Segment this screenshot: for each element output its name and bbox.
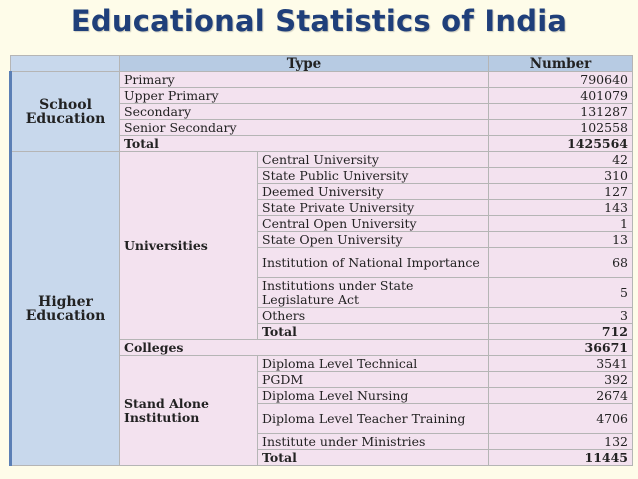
type-cell: Others — [257, 307, 489, 324]
table-row-total: Total 712 — [11, 323, 633, 340]
table-row: Institution of National Importance 68 — [11, 247, 633, 278]
type-cell: Primary — [119, 71, 489, 88]
table-row-total: Total 1425564 — [11, 135, 633, 152]
number-cell: 127 — [488, 183, 633, 200]
table-header-row: Type Number — [10, 55, 633, 72]
subsection-label-universities: Universities — [119, 151, 258, 340]
table-row: Diploma Level Teacher Training 4706 — [11, 403, 633, 434]
number-cell: 2674 — [488, 387, 633, 404]
total-label: Total — [257, 323, 489, 340]
type-cell: State Public University — [257, 167, 489, 184]
total-number: 1425564 — [488, 135, 633, 152]
header-number: Number — [488, 55, 633, 72]
type-cell: Diploma Level Technical — [257, 355, 489, 372]
number-cell: 4706 — [488, 403, 633, 434]
type-cell: State Open University — [257, 231, 489, 248]
number-cell: 790640 — [488, 71, 633, 88]
number-cell: 1 — [488, 215, 633, 232]
section-label-higher: Higher Education — [9, 151, 120, 466]
number-cell: 3 — [488, 307, 633, 324]
number-cell: 42 — [488, 151, 633, 168]
type-cell: Secondary — [119, 103, 489, 120]
total-label: Total — [119, 135, 489, 152]
table-row: Institute under Ministries 132 — [11, 433, 633, 450]
section-label-line: Education — [25, 307, 106, 324]
number-cell: 401079 — [488, 87, 633, 104]
type-cell: Senior Secondary — [119, 119, 489, 136]
section-label-line: Higher — [38, 293, 93, 310]
education-statistics-table: Type Number School Education Primary 790… — [9, 55, 633, 466]
type-cell: Deemed University — [257, 183, 489, 200]
total-number: 712 — [488, 323, 633, 340]
subsection-label-standalone: Stand Alone Institution — [119, 355, 258, 466]
subsection-label-line: Stand Alone — [124, 395, 209, 411]
total-label: Total — [257, 449, 489, 466]
table-row-colleges: Colleges 36671 — [11, 339, 633, 356]
subsection-label-line: Institution — [124, 409, 200, 425]
type-cell: PGDM — [257, 371, 489, 388]
table-row: Others 3 — [11, 307, 633, 324]
table-row: Secondary 131287 — [11, 103, 633, 120]
number-cell: 3541 — [488, 355, 633, 372]
number-cell: 13 — [488, 231, 633, 248]
type-cell: Institutions under State Legislature Act — [257, 277, 489, 308]
number-cell: 143 — [488, 199, 633, 216]
number-cell: 392 — [488, 371, 633, 388]
type-cell: Central Open University — [257, 215, 489, 232]
header-type: Type — [119, 55, 489, 72]
type-cell: Central University — [257, 151, 489, 168]
table-row: School Education Primary 790640 — [9, 71, 633, 152]
subsection-label-colleges: Colleges — [119, 339, 489, 356]
table-row: State Open University 13 — [11, 231, 633, 248]
table-row: Deemed University 127 — [11, 183, 633, 200]
section-label-line: Education — [25, 110, 106, 127]
number-cell: 68 — [488, 247, 633, 278]
number-cell: 310 — [488, 167, 633, 184]
number-cell: 131287 — [488, 103, 633, 120]
type-cell: Upper Primary — [119, 87, 489, 104]
number-cell: 132 — [488, 433, 633, 450]
type-cell: Institute under Ministries — [257, 433, 489, 450]
table-row: State Public University 310 — [11, 167, 633, 184]
table-row-total: Total 11445 — [11, 449, 633, 466]
header-corner-cell — [10, 55, 120, 72]
number-cell: 5 — [488, 277, 633, 308]
table-row: State Private University 143 — [11, 199, 633, 216]
number-cell: 36671 — [488, 339, 633, 356]
total-number: 11445 — [488, 449, 633, 466]
table-row: Upper Primary 401079 — [11, 87, 633, 104]
type-cell: State Private University — [257, 199, 489, 216]
table-row: Central Open University 1 — [11, 215, 633, 232]
table-row: Stand Alone Institution Diploma Level Te… — [11, 355, 633, 466]
page-title: Educational Statistics of India — [70, 4, 568, 38]
section-label-school: School Education — [9, 71, 120, 152]
type-cell: Institution of National Importance — [257, 247, 489, 278]
number-cell: 102558 — [488, 119, 633, 136]
table-row: Diploma Level Nursing 2674 — [11, 387, 633, 404]
table-row: Higher Education Universities Central Un… — [9, 151, 633, 466]
section-label-line: School — [39, 96, 92, 113]
table-row: Senior Secondary 102558 — [11, 119, 633, 136]
type-cell: Diploma Level Nursing — [257, 387, 489, 404]
type-cell: Diploma Level Teacher Training — [257, 403, 489, 434]
